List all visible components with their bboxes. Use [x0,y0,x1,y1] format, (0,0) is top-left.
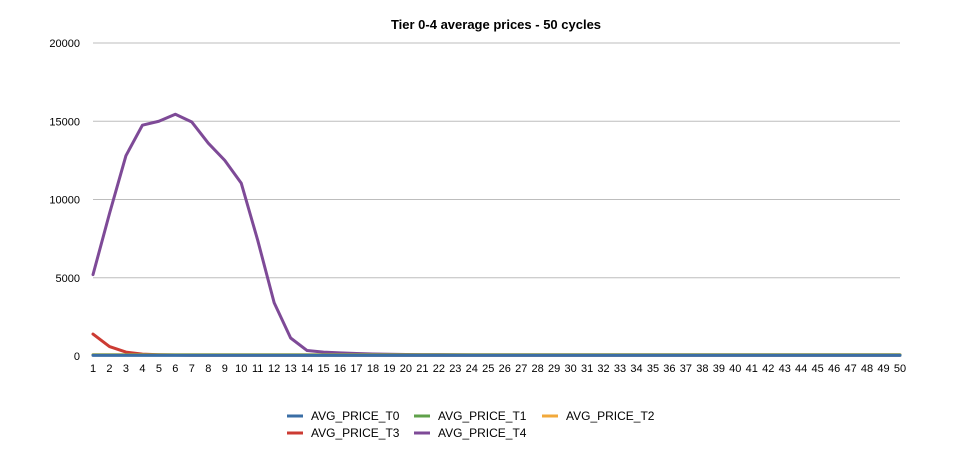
x-tick-label: 49 [877,363,889,375]
y-tick-label: 0 [74,351,80,363]
legend-entry-label: AVG_PRICE_T2 [566,409,655,423]
x-tick-label: 10 [235,363,247,375]
y-axis-tick-labels: 0 5000 10000 15000 20000 [49,38,80,363]
x-tick-label: 44 [795,363,807,375]
x-tick-label: 32 [597,363,609,375]
x-tick-label: 28 [532,363,544,375]
series-line-avg-price-t3 [91,332,902,357]
x-tick-label: 24 [466,363,478,375]
x-tick-label: 38 [696,363,708,375]
x-tick-label: 46 [828,363,840,375]
x-tick-label: 12 [268,363,280,375]
x-tick-label: 17 [350,363,362,375]
x-tick-label: 33 [614,363,626,375]
x-tick-label: 23 [449,363,461,375]
x-tick-label: 29 [548,363,560,375]
x-tick-label: 26 [499,363,511,375]
chart-title: Tier 0-4 average prices - 50 cycles [391,17,601,32]
x-tick-label: 8 [205,363,211,375]
x-tick-label: 41 [746,363,758,375]
x-tick-label: 34 [630,363,642,375]
x-tick-label: 39 [713,363,725,375]
x-tick-label: 4 [139,363,145,375]
x-tick-label: 25 [482,363,494,375]
x-tick-label: 42 [762,363,774,375]
x-tick-label: 47 [844,363,856,375]
x-tick-label: 22 [433,363,445,375]
x-tick-label: 37 [680,363,692,375]
x-tick-label: 19 [383,363,395,375]
x-tick-label: 18 [367,363,379,375]
x-tick-label: 27 [515,363,527,375]
legend-entry-label: AVG_PRICE_T0 [311,409,400,423]
legend-entry-label: AVG_PRICE_T3 [311,426,400,440]
x-tick-label: 13 [285,363,297,375]
x-tick-label: 16 [334,363,346,375]
x-tick-label: 9 [222,363,228,375]
y-tick-label: 10000 [49,195,80,207]
x-tick-label: 20 [400,363,412,375]
x-tick-label: 3 [123,363,129,375]
x-tick-label: 45 [812,363,824,375]
x-tick-label: 50 [894,363,906,375]
x-tick-label: 48 [861,363,873,375]
legend-entry-label: AVG_PRICE_T4 [438,426,527,440]
x-tick-label: 30 [564,363,576,375]
x-tick-label: 14 [301,363,313,375]
x-tick-label: 5 [156,363,162,375]
x-tick-label: 2 [106,363,112,375]
x-tick-label: 43 [779,363,791,375]
x-tick-label: 15 [317,363,329,375]
x-tick-label: 1 [90,363,96,375]
series-line-avg-price-t4 [91,112,902,357]
x-tick-label: 40 [729,363,741,375]
x-tick-label: 31 [581,363,593,375]
y-tick-label: 5000 [56,273,80,285]
x-tick-label: 36 [663,363,675,375]
legend: AVG_PRICE_T0 AVG_PRICE_T1 AVG_PRICE_T2 AVG_… [287,409,655,440]
x-axis-tick-labels: 1 2 3 4 5 6 7 8 9 10 11 12 13 14 15 16 17 18 19 20 21 22 23 24 2… [90,363,906,375]
y-tick-label: 15000 [49,116,80,128]
x-tick-label: 21 [416,363,428,375]
gridlines [93,42,900,357]
series-lines [91,112,902,357]
x-tick-label: 11 [252,363,263,375]
legend-entry-label: AVG_PRICE_T1 [438,409,527,423]
x-tick-label: 35 [647,363,659,375]
x-tick-label: 7 [189,363,195,375]
y-tick-label: 20000 [49,38,80,50]
x-tick-label: 6 [172,363,178,375]
